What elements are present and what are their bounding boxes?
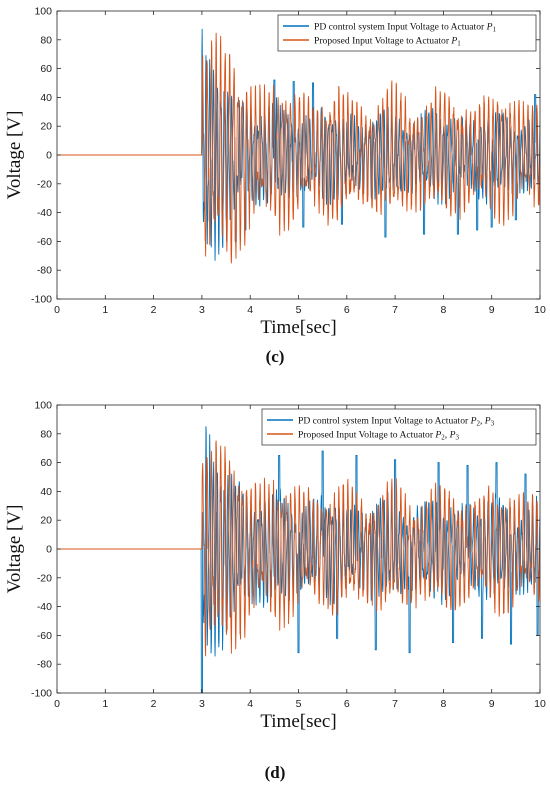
y-tick-label: -20	[37, 572, 52, 584]
x-tick-label: 6	[344, 304, 350, 316]
y-tick-label: -80	[37, 265, 52, 277]
y-tick-label: 20	[40, 121, 52, 133]
x-tick-label: 1	[102, 698, 108, 710]
legend-label-proposed: Proposed Input Voltage to Actuator P1	[314, 36, 461, 48]
y-tick-label: -100	[31, 294, 52, 306]
y-tick-label: -40	[37, 207, 52, 219]
x-tick-label: 7	[392, 304, 398, 316]
legend-separator: ,	[445, 430, 450, 441]
legend-text: Proposed Input Voltage to Actuator	[298, 430, 435, 441]
x-tick-label: 3	[199, 698, 205, 710]
legend-text: Proposed Input Voltage to Actuator	[314, 36, 451, 47]
legend-box	[261, 408, 537, 446]
legend-symbol: P	[434, 430, 441, 441]
x-tick-label: 10	[534, 304, 546, 316]
x-tick-label: 4	[247, 304, 253, 316]
chart-panel-d: 0 1 2 3 4 5 6 7 8 9 10 -100 -80 -60 -40 -20 0 20 40 60 80 100…	[4, 400, 546, 783]
x-tick-label: 8	[440, 698, 446, 710]
legend-subscript: 2	[476, 420, 480, 428]
x-tick-label: 5	[296, 698, 302, 710]
series-line-proposed	[57, 440, 540, 657]
y-tick-label: 40	[40, 486, 52, 498]
x-tick-label: 1	[102, 304, 108, 316]
y-tick-label: -60	[37, 630, 52, 642]
panel-label: (c)	[266, 347, 285, 366]
x-tick-label: 8	[440, 304, 446, 316]
x-tick-label: 7	[392, 698, 398, 710]
legend-subscript: 1	[457, 40, 461, 48]
y-tick-label: 20	[40, 515, 52, 527]
x-tick-label: 6	[344, 698, 350, 710]
x-tick-label: 2	[151, 698, 157, 710]
x-tick-label: 4	[247, 698, 253, 710]
legend-label-pd-control: PD control system Input Voltage to Actua…	[298, 416, 495, 428]
legend-symbol: P	[450, 36, 457, 47]
y-tick-label: 100	[34, 400, 52, 412]
x-tick-label: 2	[151, 304, 157, 316]
legend-separator: ,	[480, 416, 485, 427]
y-tick-label: -80	[37, 659, 52, 671]
legend-label-pd-control: PD control system Input Voltage to Actua…	[314, 22, 496, 34]
x-axis-label: Time[sec]	[260, 711, 336, 732]
legend-text: PD control system Input Voltage to Actua…	[314, 22, 487, 33]
y-tick-label: 60	[40, 457, 52, 469]
y-tick-label: 100	[34, 6, 52, 18]
y-tick-label: -100	[31, 688, 52, 700]
x-tick-label: 9	[489, 698, 495, 710]
y-axis-label: Voltage [V]	[4, 505, 25, 594]
legend-label-proposed: Proposed Input Voltage to Actuator P2, P…	[298, 430, 459, 442]
legend: PD control system Input Voltage to Actua…	[261, 408, 537, 446]
y-axis-label: Voltage [V]	[4, 111, 25, 200]
y-tick-label: -20	[37, 178, 52, 190]
x-tick-label: 0	[54, 698, 60, 710]
legend-subscript-2: 3	[491, 420, 495, 428]
legend-subscript-2: 3	[455, 434, 459, 442]
y-tick-label: 40	[40, 92, 52, 104]
x-tick-label: 10	[534, 698, 546, 710]
x-axis-label: Time[sec]	[260, 317, 336, 338]
x-tick-label: 5	[296, 304, 302, 316]
y-tick-label: -60	[37, 236, 52, 248]
legend-text: PD control system Input Voltage to Actua…	[298, 416, 471, 427]
y-tick-label: -40	[37, 601, 52, 613]
legend-box	[277, 14, 537, 52]
legend-symbol: P	[486, 22, 493, 33]
y-tick-label: 80	[40, 428, 52, 440]
legend-symbol: P	[470, 416, 477, 427]
y-tick-label: 60	[40, 63, 52, 75]
legend: PD control system Input Voltage to Actua…	[277, 14, 537, 52]
y-tick-label: 0	[46, 544, 52, 556]
x-tick-label: 3	[199, 304, 205, 316]
legend-subscript: 2	[441, 434, 445, 442]
legend-subscript: 1	[492, 26, 496, 34]
y-tick-label: 80	[40, 34, 52, 46]
legend-symbol-2: P	[449, 430, 456, 441]
legend-symbol-2: P	[484, 416, 491, 427]
series-line-proposed	[57, 32, 540, 264]
y-tick-label: 0	[46, 150, 52, 162]
chart-panel-c: 0 1 2 3 4 5 6 7 8 9 10 -100 -80 -60 -40 -20 0 20 40 60 80 100…	[4, 6, 546, 367]
panel-label: (d)	[265, 763, 286, 782]
x-tick-label: 9	[489, 304, 495, 316]
x-tick-label: 0	[54, 304, 60, 316]
